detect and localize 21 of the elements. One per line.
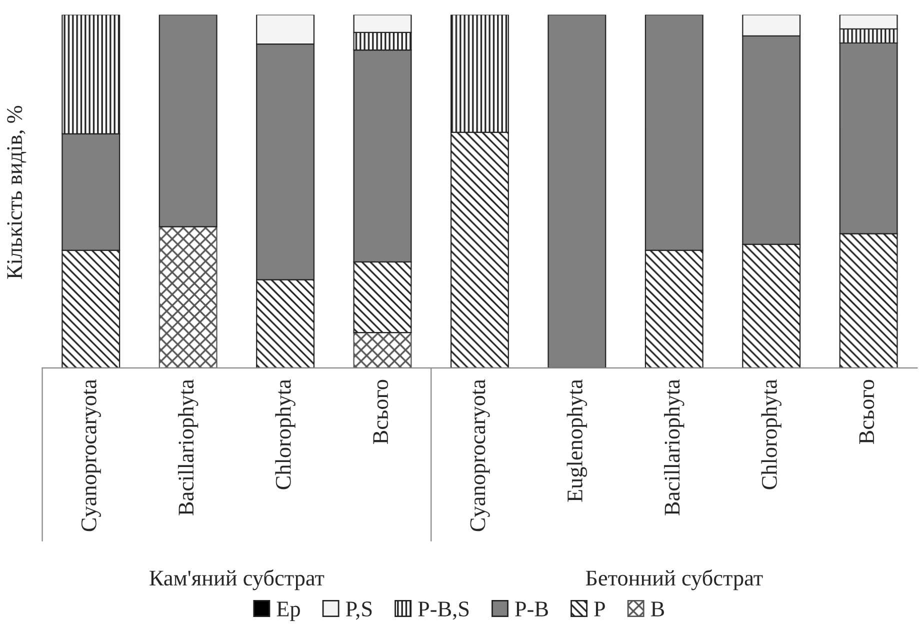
legend-label: B <box>650 602 664 616</box>
x-tick-label: Euglenophyta <box>566 379 588 502</box>
x-tick-label: Bacillariophyta <box>664 379 684 516</box>
legend-label: P <box>594 602 605 616</box>
bar <box>353 332 412 368</box>
x-tick-label: Chlorophyta <box>761 379 782 490</box>
bar <box>158 226 218 368</box>
legend-label: P-B,S <box>418 602 469 620</box>
x-tick-label: Chlorophyta <box>275 379 296 490</box>
x-tick-label: Cyanoprocaryota <box>81 379 101 532</box>
x-tick-label: Всього <box>859 380 874 444</box>
text: Кам'яний субстрат <box>150 570 324 590</box>
text: Бетонний субстрат <box>586 570 763 590</box>
legend-label: P-B <box>515 602 548 616</box>
x-tick-label: Всього <box>373 380 388 444</box>
x-tick-label: Cyanoprocaryota <box>470 379 490 532</box>
bar <box>158 14 218 228</box>
legend-label: P,S <box>346 602 372 620</box>
legend-label: Ep <box>276 602 300 621</box>
x-tick-label: Bacillariophyta <box>178 379 198 516</box>
y-axis-title: Кількість видів, % <box>7 106 26 279</box>
